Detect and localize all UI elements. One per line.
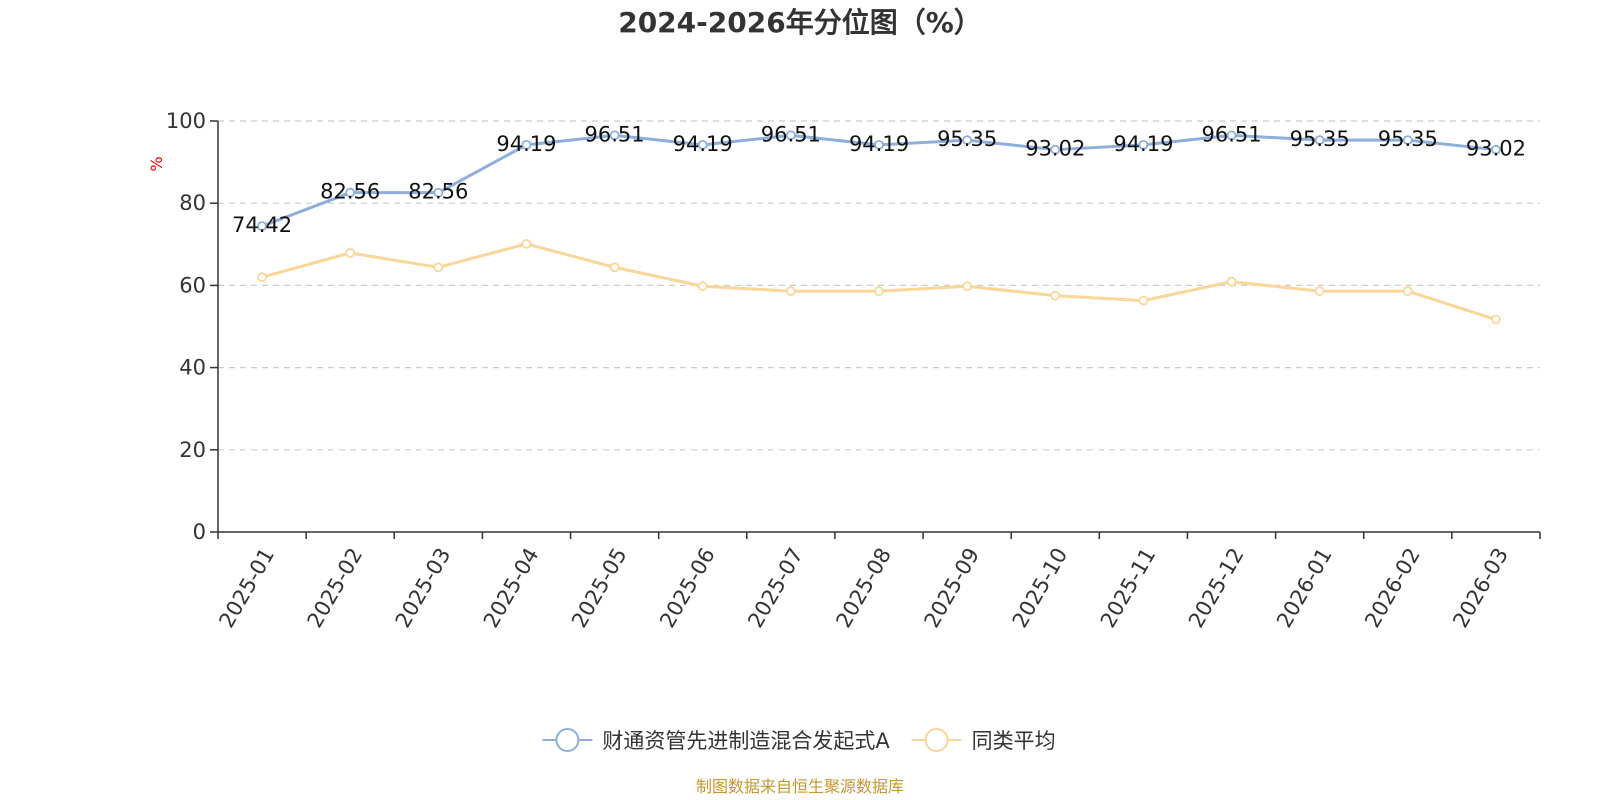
x-tick-label: 2025-11 xyxy=(1096,544,1161,632)
data-label: 74.42 xyxy=(232,213,292,237)
data-point xyxy=(1491,144,1501,155)
y-tick-label: 40 xyxy=(179,356,206,380)
data-point xyxy=(697,139,708,150)
y-tick-label: 100 xyxy=(166,109,206,133)
data-point xyxy=(697,281,708,292)
legend-item[interactable]: 财通资管先进制造混合发起式A xyxy=(542,728,890,753)
data-label: 93.02 xyxy=(1466,137,1526,161)
data-label: 82.56 xyxy=(320,180,380,204)
source-note: 制图数据来自恒生聚源数据库 xyxy=(696,777,904,796)
data-point xyxy=(433,187,444,198)
data-label: 96.51 xyxy=(1201,122,1261,146)
data-point xyxy=(1314,286,1325,297)
series-line xyxy=(260,242,1498,322)
x-tick-label: 2026-02 xyxy=(1360,544,1425,632)
chart-title: 2024-2026年分位图（%） xyxy=(618,6,982,39)
data-label: 94.19 xyxy=(849,132,909,156)
data-point xyxy=(609,130,620,141)
y-tick-label: 20 xyxy=(179,438,206,462)
series-lines xyxy=(257,130,1501,325)
data-point xyxy=(785,286,796,297)
data-point xyxy=(1138,139,1149,150)
data-point xyxy=(257,221,267,232)
data-point xyxy=(874,139,884,150)
x-tick-label: 2025-04 xyxy=(479,544,544,632)
data-point xyxy=(962,281,973,292)
data-label: 93.02 xyxy=(1025,137,1085,161)
legend-item[interactable]: 同类平均 xyxy=(911,728,1056,753)
data-point xyxy=(1402,286,1413,297)
x-tick-label: 2026-03 xyxy=(1448,544,1513,632)
x-tick-label: 2025-06 xyxy=(655,544,720,632)
data-point xyxy=(785,130,796,141)
data-point xyxy=(433,262,444,273)
data-label: 94.19 xyxy=(496,132,556,156)
x-tick-label: 2026-01 xyxy=(1272,544,1337,632)
data-point xyxy=(521,139,532,150)
y-tick-label: 80 xyxy=(179,191,206,215)
legend-marker-icon xyxy=(924,728,949,752)
x-tick-label: 2025-07 xyxy=(743,544,808,632)
x-tick-label: 2025-03 xyxy=(391,544,456,632)
data-point xyxy=(1226,130,1237,141)
x-tick-label: 2025-08 xyxy=(831,544,896,632)
data-label: 95.35 xyxy=(1290,127,1350,151)
x-tick-label: 2025-01 xyxy=(214,544,279,632)
data-point xyxy=(1402,135,1413,146)
data-label: 82.56 xyxy=(408,180,468,204)
data-point xyxy=(1226,276,1237,287)
x-tick-label: 2025-10 xyxy=(1008,544,1073,632)
legend-marker-icon xyxy=(555,728,580,752)
x-tick-label: 2025-12 xyxy=(1184,544,1249,632)
data-label: 94.19 xyxy=(673,132,733,156)
legend[interactable]: 财通资管先进制造混合发起式A 同类平均 xyxy=(542,728,1056,753)
x-tick-label: 2025-05 xyxy=(567,544,632,632)
data-label: 96.51 xyxy=(585,122,645,146)
data-point xyxy=(1050,290,1061,301)
data-point xyxy=(1138,295,1149,306)
data-point xyxy=(1314,135,1325,146)
grid-lines xyxy=(218,120,1540,451)
data-point xyxy=(609,262,620,273)
legend-label: 财通资管先进制造混合发起式A xyxy=(602,729,890,753)
data-point xyxy=(1491,314,1501,325)
y-axis-label: % xyxy=(147,156,166,171)
data-point xyxy=(345,187,356,198)
data-point xyxy=(257,272,267,283)
x-tick-label: 2025-09 xyxy=(920,544,985,632)
data-label: 94.19 xyxy=(1113,132,1173,156)
data-point xyxy=(345,248,356,258)
data-point xyxy=(962,135,973,146)
data-label: 96.51 xyxy=(761,122,821,146)
data-point xyxy=(874,286,884,297)
y-tick-label: 0 xyxy=(193,520,206,544)
data-label: 95.35 xyxy=(1378,127,1438,151)
data-point xyxy=(1050,144,1061,155)
x-tick-label: 2025-02 xyxy=(303,544,368,632)
data-point xyxy=(521,238,532,249)
y-tick-label: 60 xyxy=(179,273,206,297)
data-labels: 74.42 82.56 82.56 94.19 96.51 94.19 96.51 94.19… xyxy=(232,122,1526,237)
legend-label: 同类平均 xyxy=(972,729,1056,753)
data-label: 95.35 xyxy=(937,127,997,151)
